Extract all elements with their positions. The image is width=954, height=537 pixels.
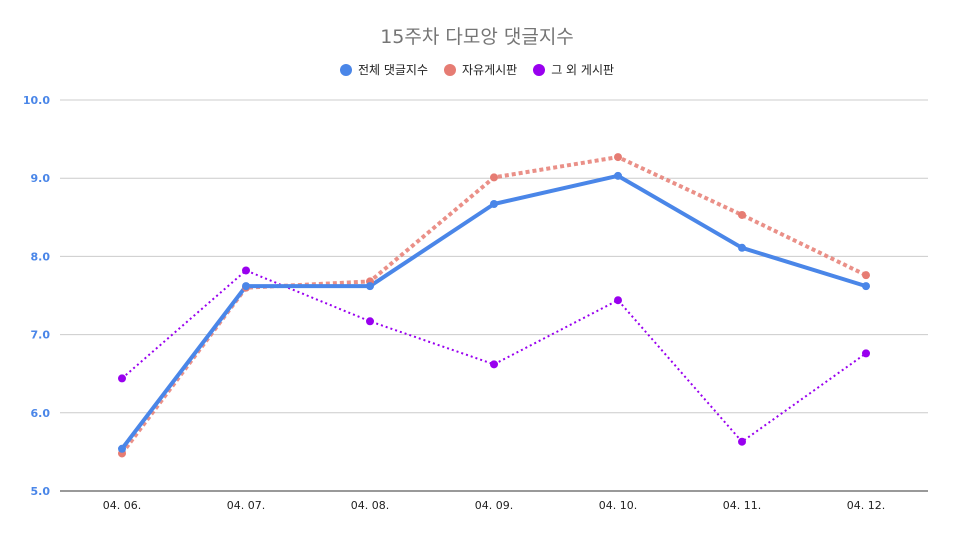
series-point-1 xyxy=(738,210,746,219)
series-point-2 xyxy=(242,266,250,275)
x-tick-label: 04. 12. xyxy=(847,499,885,512)
series-point-0 xyxy=(242,282,250,291)
series-point-2 xyxy=(366,317,374,326)
x-tick-label: 04. 11. xyxy=(723,499,761,512)
series-line-2 xyxy=(121,269,867,443)
y-tick-label: 9.0 xyxy=(31,172,51,185)
series-point-2 xyxy=(490,360,498,369)
legend-label-total: 전체 댓글지수 xyxy=(357,63,428,77)
series-point-0 xyxy=(490,200,498,209)
x-tick-label: 04. 10. xyxy=(599,499,637,512)
series-point-0 xyxy=(366,282,374,291)
x-tick-label: 04. 06. xyxy=(103,499,141,512)
legend-item-free-board[interactable]: 자유게시판 xyxy=(444,61,517,78)
series-point-0 xyxy=(738,243,746,252)
series-point-1 xyxy=(490,173,498,182)
y-tick-label: 8.0 xyxy=(31,250,51,263)
legend-swatch-free-board xyxy=(444,63,456,76)
series-point-2 xyxy=(862,349,870,358)
x-tick-label: 04. 09. xyxy=(475,499,513,512)
legend: 전체 댓글지수 자유게시판 그 외 게시판 xyxy=(0,61,954,78)
y-tick-label: 6.0 xyxy=(31,407,51,420)
series-point-0 xyxy=(862,282,870,291)
series-point-1 xyxy=(862,271,870,280)
series-point-2 xyxy=(118,374,126,383)
y-tick-label: 7.0 xyxy=(31,329,51,342)
x-tick-label: 04. 07. xyxy=(227,499,265,512)
series-line-0 xyxy=(120,173,867,450)
legend-item-other-boards[interactable]: 그 외 게시판 xyxy=(533,61,614,78)
y-tick-label: 5.0 xyxy=(31,485,51,498)
series-point-0 xyxy=(614,171,622,180)
legend-label-other-boards: 그 외 게시판 xyxy=(551,63,615,77)
legend-item-total[interactable]: 전체 댓글지수 xyxy=(339,61,428,78)
series-point-0 xyxy=(118,444,126,453)
legend-swatch-total xyxy=(339,63,352,76)
series-point-1 xyxy=(614,153,622,162)
series-point-2 xyxy=(614,296,622,305)
series-point-2 xyxy=(738,437,746,446)
legend-swatch-other-boards xyxy=(533,63,546,76)
chart-title: 15주차 다모앙 댓글지수 xyxy=(380,26,574,48)
y-tick-label: 10.0 xyxy=(23,94,50,107)
legend-label-free-board: 자유게시판 xyxy=(462,63,518,77)
x-tick-label: 04. 08. xyxy=(351,499,389,512)
